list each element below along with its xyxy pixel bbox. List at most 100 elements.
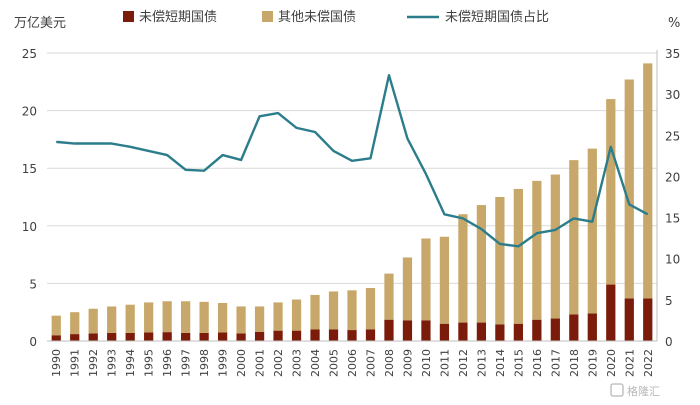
bar-other	[125, 304, 135, 333]
x-tick-label: 2005	[328, 349, 341, 377]
bar-short-term	[458, 322, 468, 341]
x-tick-label: 2020	[605, 349, 618, 377]
bar-other	[384, 273, 394, 320]
x-tick-label: 2014	[494, 349, 507, 377]
x-tick-label: 2007	[364, 349, 377, 377]
bar-other	[421, 238, 431, 321]
bar-other	[291, 299, 302, 331]
bar-short-term	[144, 332, 154, 341]
x-tick-label: 2018	[568, 349, 581, 377]
x-tick-label: 2009	[401, 349, 414, 377]
bar-other	[107, 306, 117, 333]
x-tick-label: 2003	[291, 349, 304, 377]
bar-other	[236, 306, 246, 334]
bar-short-term	[217, 332, 228, 341]
bar-short-term	[532, 319, 542, 341]
x-tick-label: 1998	[198, 349, 211, 377]
bar-short-term	[347, 330, 357, 341]
bar-short-term	[476, 322, 487, 341]
bar-short-term	[624, 298, 634, 341]
x-tick-label: 2002	[272, 349, 285, 377]
right-tick-label: 5	[665, 294, 673, 308]
left-tick-label: 10	[22, 220, 37, 234]
bar-other	[144, 302, 154, 333]
bar-other	[476, 205, 487, 323]
legend-short-term: 未偿短期国债	[123, 10, 217, 25]
x-tick-label: 1995	[143, 349, 156, 377]
bar-other	[402, 257, 413, 321]
bar-short-term	[236, 333, 246, 341]
bar-short-term	[199, 332, 209, 341]
x-tick-label: 1996	[161, 349, 174, 377]
legend-share-label: 未偿短期国债占比	[445, 10, 549, 25]
right-tick-label: 25	[665, 129, 680, 143]
bar-other	[587, 148, 597, 314]
bar-other	[88, 308, 98, 334]
bar-short-term	[550, 318, 560, 341]
bar-short-term	[328, 329, 339, 341]
bar-short-term	[513, 323, 523, 341]
bar-short-term	[402, 320, 413, 341]
bar-short-term	[643, 298, 653, 341]
bar-other	[439, 236, 450, 324]
bar-short-term	[273, 330, 283, 341]
bar-other	[328, 291, 339, 330]
right-tick-label: 30	[665, 88, 680, 102]
bar-short-term	[125, 332, 135, 341]
x-tick-label: 2012	[457, 349, 470, 377]
bar-short-term	[587, 313, 597, 341]
x-tick-label: 2006	[346, 349, 359, 377]
x-tick-label: 2010	[420, 349, 433, 377]
bar-short-term	[495, 324, 505, 341]
x-tick-label: 2001	[254, 349, 267, 377]
bar-short-term	[254, 331, 265, 341]
x-tick-label: 2016	[531, 349, 544, 377]
x-tick-label: 1997	[180, 349, 193, 377]
left-tick-label: 5	[29, 277, 37, 291]
bar-other	[310, 294, 320, 330]
left-tick-label: 0	[29, 335, 37, 349]
legend-short-term-label: 未偿短期国债	[139, 10, 217, 25]
bar-short-term	[421, 320, 431, 341]
left-tick-label: 25	[22, 47, 37, 61]
bar-other	[254, 306, 265, 332]
x-tick-label: 2019	[586, 349, 599, 377]
bar-short-term	[310, 329, 320, 341]
left-tick-label: 15	[22, 162, 37, 176]
bar-short-term	[384, 319, 394, 341]
bar-other	[365, 288, 376, 330]
bar-short-term	[88, 333, 98, 341]
x-tick-label: 1992	[87, 349, 100, 377]
right-tick-label: 0	[665, 335, 673, 349]
bars-layer	[51, 63, 653, 341]
bar-other	[624, 79, 634, 299]
bar-other	[495, 197, 505, 325]
bar-other	[643, 63, 653, 299]
x-tick-label: 2017	[549, 349, 562, 377]
right-tick-label: 20	[665, 170, 680, 184]
bar-other	[70, 312, 80, 335]
x-tick-label: 2011	[438, 349, 451, 377]
watermark: 格隆汇	[610, 383, 660, 398]
right-tick-label: 15	[665, 212, 680, 226]
x-tick-label: 1991	[69, 349, 82, 377]
x-tick-label: 1999	[217, 349, 230, 377]
bar-short-term	[439, 323, 450, 341]
bar-short-term	[569, 314, 579, 341]
bar-short-term	[51, 335, 61, 341]
bar-other	[162, 301, 172, 333]
legend-share: 未偿短期国债占比	[407, 10, 549, 25]
bar-other	[181, 301, 191, 333]
bar-other	[347, 290, 357, 331]
legend-other-label: 其他未偿国债	[278, 10, 356, 25]
right-axis-unit: %	[668, 16, 680, 31]
bar-other	[532, 180, 542, 320]
left-tick-label: 20	[22, 105, 37, 119]
bar-short-term	[606, 284, 616, 341]
right-tick-label: 35	[665, 47, 680, 61]
x-tick-label: 2000	[235, 349, 248, 377]
x-tick-label: 2008	[383, 349, 396, 377]
bar-short-term	[181, 332, 191, 341]
right-tick-label: 10	[665, 253, 680, 267]
